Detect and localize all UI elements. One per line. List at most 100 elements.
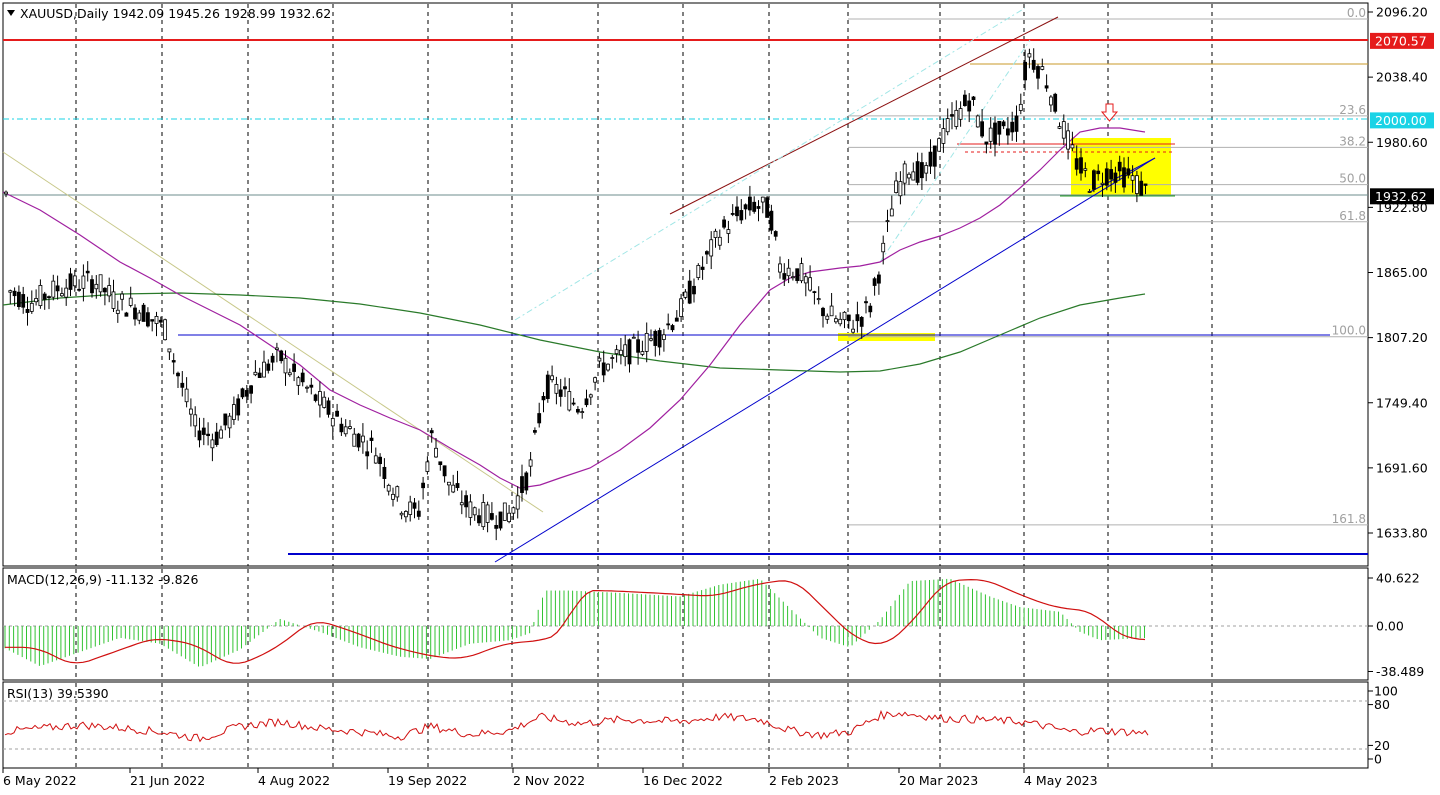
macd-label: MACD(12,26,9) -11.132 -9.826 — [7, 572, 198, 587]
candle-body — [214, 431, 219, 445]
candle-body — [541, 395, 546, 401]
candle-body — [1096, 170, 1101, 175]
candle-body — [717, 236, 722, 246]
candle-body — [176, 372, 180, 377]
candle-body — [266, 363, 271, 371]
candle-body — [42, 293, 47, 300]
candle-body — [313, 394, 318, 401]
candle-body — [674, 317, 679, 322]
candle-body — [825, 315, 830, 320]
candle-body — [395, 486, 400, 498]
candle-body — [1061, 121, 1066, 139]
candle-body — [274, 347, 279, 350]
candle-body — [705, 251, 709, 255]
candle-body — [829, 305, 834, 317]
candle-body — [537, 413, 542, 424]
price-label-text: 2070.57 — [1375, 33, 1427, 48]
candle-body — [330, 418, 335, 427]
candle-body — [601, 362, 606, 376]
candle-body — [571, 402, 576, 405]
main-pane-frame — [2, 2, 1369, 567]
candle-body — [803, 276, 808, 284]
candle-body — [21, 294, 26, 308]
candle-body — [644, 333, 649, 352]
price-label-box — [1370, 32, 1434, 49]
macd-axis: 40.622 0.00 -38.489 — [1368, 571, 1424, 679]
rsi-tick-label: 100 — [1374, 684, 1398, 699]
candle-body — [296, 377, 301, 386]
candle-body — [636, 339, 640, 353]
candle-body — [369, 437, 374, 441]
fib-level-label: 23.6 — [1339, 103, 1366, 117]
candle-body — [171, 360, 176, 363]
macd-tick-label: 0.00 — [1376, 619, 1404, 634]
candle-body — [846, 314, 851, 322]
candle-body — [90, 279, 94, 294]
price-tick-label: 1633.80 — [1376, 526, 1428, 541]
candle-body — [279, 350, 284, 362]
candle-body — [1053, 93, 1058, 112]
candle-body — [249, 385, 254, 394]
candle-body — [1014, 115, 1019, 132]
candle-body — [85, 270, 90, 274]
candle-body — [1057, 126, 1062, 129]
candle-body — [915, 161, 920, 183]
candle-body — [726, 229, 731, 234]
price-tick-label: 1691.60 — [1376, 460, 1428, 475]
candle-body — [283, 357, 288, 374]
fib-level-label: 161.8 — [1332, 512, 1366, 526]
candle-body — [967, 100, 972, 112]
candle-body — [735, 206, 739, 217]
channel-dash-line — [514, 7, 1026, 321]
candle-body — [472, 507, 477, 516]
candle-body — [980, 121, 984, 137]
candle-body — [563, 386, 567, 390]
candle-body — [416, 510, 421, 517]
time-tick-label: 19 Sep 2022 — [388, 773, 467, 788]
candle-body — [597, 357, 602, 362]
candle-body — [386, 484, 391, 492]
candle-body — [412, 502, 417, 509]
candle-body — [163, 319, 168, 341]
candle-body — [107, 285, 112, 297]
price-labels: 2070.57 2000.00 1932.62 — [1370, 32, 1434, 205]
candle-body — [670, 325, 675, 331]
candle-body — [730, 213, 735, 215]
candle-body — [580, 411, 585, 414]
candle-body — [954, 109, 959, 127]
macd-pane-frame — [2, 567, 1369, 681]
candle-body — [756, 206, 761, 209]
candle-body — [889, 208, 894, 217]
candle-body — [971, 96, 976, 101]
candle-body — [649, 338, 653, 341]
candle-body — [1074, 158, 1079, 170]
candle-body — [34, 298, 38, 303]
candle-body — [459, 502, 464, 506]
candle-body — [679, 298, 683, 317]
price-tick-label: 1807.20 — [1376, 330, 1428, 345]
rsi-tick-label: 20 — [1374, 738, 1390, 753]
candle-body — [1010, 121, 1015, 133]
time-tick-label: 20 Mar 2023 — [899, 773, 978, 788]
uptrend-line — [494, 157, 1156, 563]
candle-body — [958, 108, 963, 120]
candle-body — [47, 296, 51, 299]
dropdown-triangle-icon[interactable] — [7, 10, 15, 16]
candle-body — [769, 210, 774, 231]
candle-body — [911, 171, 916, 181]
candle-body — [120, 293, 124, 300]
candle-body — [816, 298, 821, 301]
candle-body — [1122, 167, 1126, 188]
macd-tick-label: 40.622 — [1376, 571, 1420, 586]
candle-body — [352, 433, 357, 447]
candle-body — [752, 201, 757, 212]
candle-body — [588, 394, 593, 398]
candle-body — [907, 173, 911, 179]
channel-upper-line — [669, 16, 1059, 215]
candle-body — [872, 278, 877, 286]
candle-body — [623, 344, 628, 358]
candle-body — [145, 312, 150, 327]
candle-body — [141, 304, 146, 322]
candle-body — [881, 242, 886, 253]
